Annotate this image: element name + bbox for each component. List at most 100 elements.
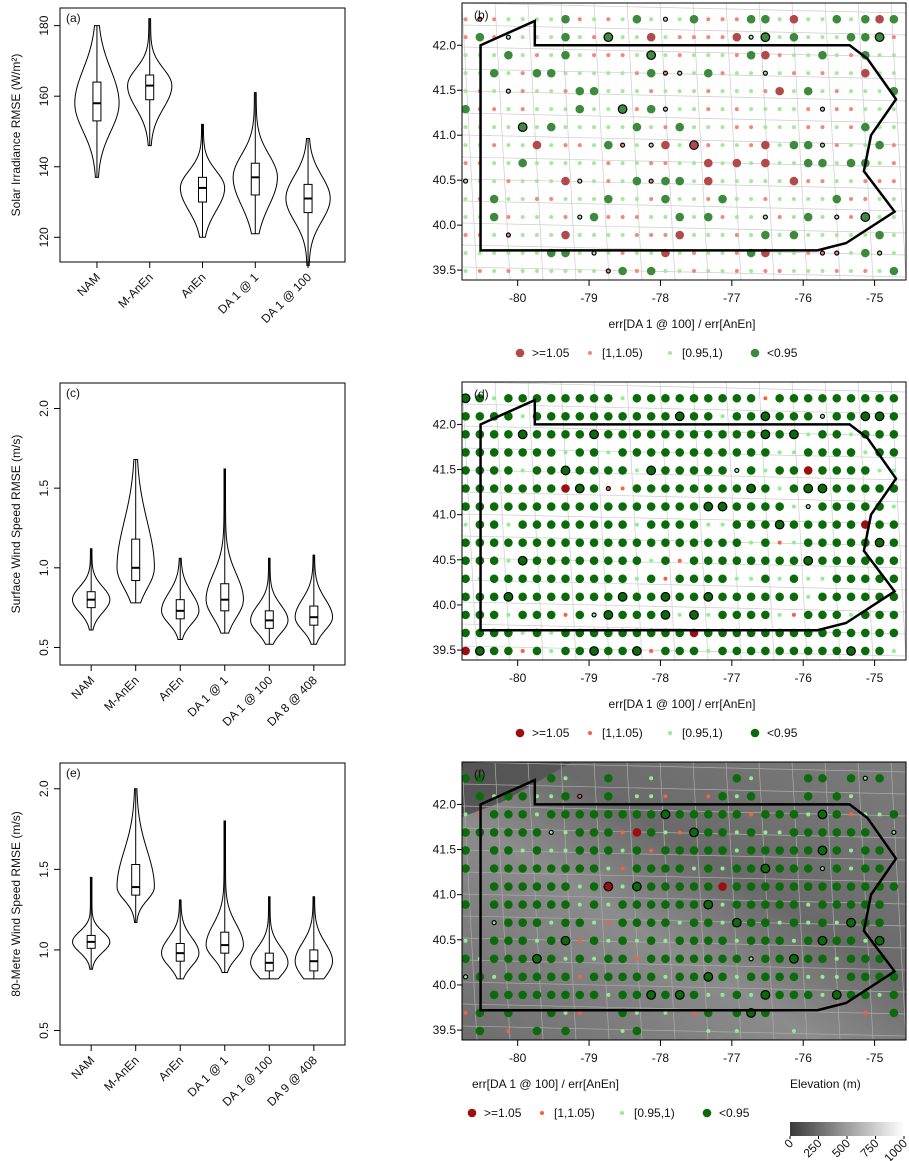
grid-point: [506, 107, 510, 111]
grid-point: [761, 231, 770, 240]
grid-point: [633, 973, 642, 982]
grid-point: [706, 523, 710, 527]
panel-label: (d): [474, 387, 489, 401]
grid-point: [721, 179, 725, 183]
grid-point: [763, 197, 767, 201]
grid-point: [590, 556, 599, 565]
grid-point: [464, 143, 468, 147]
grid-point: [606, 450, 610, 454]
grid-point: [749, 143, 753, 147]
grid-point: [778, 35, 782, 39]
grid-point: [647, 502, 656, 511]
grid-point: [863, 197, 867, 201]
y-tick-label: 40.5: [433, 553, 457, 567]
grid-point: [647, 973, 656, 982]
grid-point: [761, 484, 770, 493]
grid-point: [590, 394, 599, 403]
box: [199, 177, 207, 202]
grid-point: [535, 939, 539, 943]
grid-point: [690, 611, 699, 620]
grid-point: [547, 774, 556, 783]
grid-point: [661, 900, 670, 909]
grid-point: [818, 394, 827, 403]
grid-point: [621, 251, 625, 255]
grid-point: [892, 830, 896, 834]
grid-point: [733, 918, 742, 927]
y-tick-label: 40.5: [433, 933, 457, 947]
grid-point: [735, 215, 739, 219]
grid-point: [790, 846, 799, 855]
grid-point: [790, 991, 799, 1000]
grid-point: [847, 900, 856, 909]
grid-point: [863, 143, 867, 147]
grid-point: [778, 269, 782, 273]
grid-point: [561, 231, 570, 240]
grid-point: [849, 613, 853, 617]
grid-point: [492, 233, 496, 237]
grid-point: [492, 161, 496, 165]
grid-point: [647, 810, 656, 819]
legend-label: >=1.05: [484, 1106, 522, 1120]
grid-point: [735, 830, 739, 834]
grid-point: [547, 448, 556, 457]
grid-point: [721, 53, 725, 57]
grid-point: [547, 936, 556, 945]
grid-point: [533, 484, 542, 493]
grid-point: [790, 954, 799, 963]
grid-point: [504, 51, 513, 60]
grid-point: [690, 882, 699, 891]
grid-point: [875, 231, 884, 240]
grid-point: [504, 466, 513, 475]
grid-point: [647, 520, 656, 529]
grid-point: [490, 991, 499, 1000]
grid-point: [575, 412, 584, 421]
grid-point: [618, 105, 627, 114]
grid-point: [875, 394, 884, 403]
grid-point: [835, 89, 839, 93]
grid-point: [704, 430, 713, 439]
grid-point: [661, 593, 670, 602]
grid-point: [718, 466, 727, 475]
grid-point: [692, 179, 696, 183]
grid-point: [721, 17, 725, 21]
grid-point: [875, 141, 884, 150]
grid-point: [618, 918, 627, 927]
grid-point: [820, 867, 824, 871]
grid-point: [761, 538, 770, 547]
grid-point: [561, 1027, 570, 1036]
grid-point: [704, 466, 713, 475]
grid-point: [618, 810, 627, 819]
grid-point: [835, 921, 839, 925]
grid-point: [649, 161, 653, 165]
grid-point: [564, 125, 568, 129]
grid-point: [606, 269, 610, 273]
grid-point: [735, 577, 739, 581]
grid-point: [832, 792, 841, 801]
grid-point: [678, 71, 682, 75]
grid-point: [761, 810, 770, 819]
grid-point: [504, 900, 513, 909]
grid-point: [675, 213, 684, 222]
grid-point: [633, 177, 642, 186]
grid-point: [706, 53, 710, 57]
grid-point: [863, 269, 867, 273]
grid-point: [647, 105, 656, 114]
grid-point: [875, 864, 884, 873]
x-tick-label: -79: [580, 291, 598, 305]
grid-point: [592, 613, 596, 617]
grid-point: [604, 538, 613, 547]
grid-point: [749, 161, 753, 165]
grid-point: [761, 574, 770, 583]
legend-swatch: [588, 351, 592, 355]
grid-point: [875, 629, 884, 638]
grid-point: [747, 484, 756, 493]
grid-point: [490, 593, 499, 602]
grid-point: [690, 15, 699, 24]
grid-point: [835, 233, 839, 237]
grid-point: [675, 991, 684, 1000]
grid-point: [721, 233, 725, 237]
grid-point: [592, 921, 596, 925]
grid-point: [490, 882, 499, 891]
grid-point: [618, 466, 627, 475]
grid-point: [875, 647, 884, 656]
